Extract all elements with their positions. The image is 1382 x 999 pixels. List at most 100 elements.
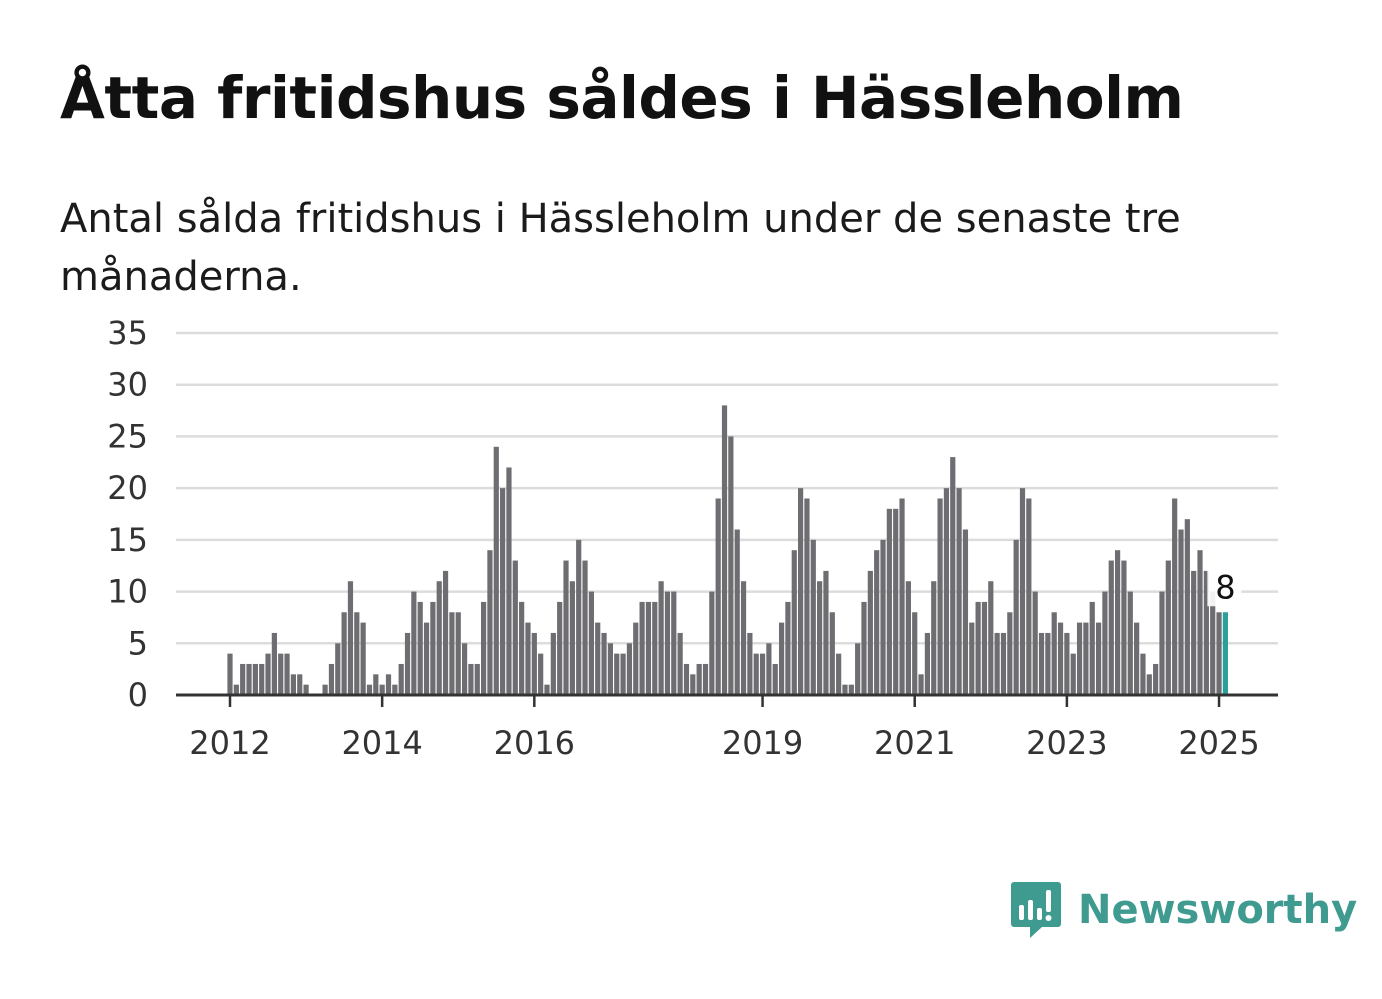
y-tick-label: 10 bbox=[107, 573, 148, 611]
bar bbox=[303, 684, 309, 695]
bar bbox=[652, 601, 658, 695]
bar bbox=[981, 601, 988, 695]
bar bbox=[880, 539, 886, 695]
bar bbox=[759, 653, 766, 695]
y-tick-label: 30 bbox=[107, 366, 148, 404]
bar bbox=[607, 643, 613, 695]
bar bbox=[817, 581, 823, 695]
highlight-bar bbox=[1222, 612, 1228, 695]
bar bbox=[1083, 622, 1089, 695]
x-tick-label: 2021 bbox=[874, 724, 955, 762]
bar bbox=[1216, 612, 1222, 695]
bar bbox=[328, 663, 335, 695]
bar bbox=[1121, 560, 1127, 695]
bar bbox=[1032, 591, 1038, 695]
bar bbox=[341, 612, 347, 695]
bar bbox=[886, 508, 892, 695]
y-tick-label: 35 bbox=[107, 314, 148, 352]
bar bbox=[956, 488, 962, 695]
bar bbox=[461, 643, 468, 695]
x-tick-label: 2023 bbox=[1026, 724, 1107, 762]
bar bbox=[658, 581, 664, 695]
bar bbox=[918, 674, 924, 695]
bar bbox=[322, 684, 328, 695]
bar bbox=[493, 446, 499, 695]
bar bbox=[740, 581, 747, 695]
bar bbox=[626, 643, 633, 695]
chart-subtitle: Antal sålda fritidshus i Hässleholm unde… bbox=[60, 196, 1181, 300]
bar bbox=[271, 632, 277, 695]
bar bbox=[233, 684, 239, 695]
bar bbox=[696, 663, 702, 695]
y-tick-label: 25 bbox=[107, 417, 148, 455]
bar bbox=[804, 498, 810, 695]
bar bbox=[1172, 498, 1178, 695]
bar bbox=[246, 663, 252, 695]
bar bbox=[810, 539, 816, 695]
x-tick-label: 2016 bbox=[494, 724, 575, 762]
bar bbox=[766, 643, 772, 695]
bar bbox=[550, 632, 556, 695]
bar bbox=[1210, 591, 1216, 695]
bar bbox=[690, 674, 696, 695]
bar bbox=[455, 612, 461, 695]
bar bbox=[1108, 560, 1114, 695]
bar bbox=[709, 591, 715, 695]
bar bbox=[290, 674, 296, 695]
bar bbox=[347, 581, 354, 695]
bar bbox=[702, 663, 709, 695]
bar bbox=[595, 622, 601, 695]
x-tick-label: 2025 bbox=[1178, 724, 1259, 762]
bar bbox=[1089, 601, 1095, 695]
y-tick-label: 0 bbox=[128, 676, 148, 714]
bar bbox=[1007, 612, 1013, 695]
bar bbox=[798, 488, 804, 695]
bar bbox=[563, 560, 569, 695]
y-tick-label: 15 bbox=[107, 521, 148, 559]
bar bbox=[1127, 591, 1133, 695]
bar bbox=[252, 663, 258, 695]
bar bbox=[937, 498, 943, 695]
bar bbox=[1000, 632, 1007, 695]
bar bbox=[899, 498, 905, 695]
bar bbox=[829, 612, 835, 695]
bar bbox=[240, 663, 246, 695]
bar bbox=[423, 622, 430, 695]
bar bbox=[994, 632, 1000, 695]
bar bbox=[500, 488, 506, 695]
bar bbox=[715, 498, 721, 695]
bar bbox=[1178, 529, 1184, 695]
bar bbox=[481, 601, 487, 695]
bar bbox=[442, 570, 449, 695]
data-label-background bbox=[1207, 568, 1242, 607]
bar bbox=[1095, 622, 1102, 695]
bar bbox=[512, 560, 518, 695]
bar bbox=[728, 436, 734, 695]
y-tick-label: 20 bbox=[107, 469, 148, 507]
bar bbox=[582, 560, 588, 695]
bar bbox=[855, 643, 861, 695]
bar bbox=[778, 622, 785, 695]
logo-text: Newsworthy bbox=[1078, 887, 1358, 933]
bar bbox=[335, 643, 341, 695]
data-labels: 8 bbox=[1207, 568, 1242, 607]
bar bbox=[1203, 570, 1209, 695]
bar bbox=[1140, 653, 1146, 695]
bar bbox=[468, 663, 474, 695]
bar bbox=[569, 581, 575, 695]
bar bbox=[601, 632, 607, 695]
x-tick-label: 2012 bbox=[189, 724, 270, 762]
newsworthy-bar-chart-icon bbox=[1011, 882, 1061, 938]
bar bbox=[531, 632, 537, 695]
bar bbox=[931, 581, 937, 695]
bar bbox=[950, 457, 956, 695]
bar bbox=[912, 612, 918, 695]
bar bbox=[842, 684, 848, 695]
bar bbox=[360, 622, 366, 695]
bar bbox=[791, 550, 797, 695]
bar bbox=[836, 653, 842, 695]
bar bbox=[436, 581, 442, 695]
bar bbox=[677, 632, 683, 695]
bar bbox=[943, 488, 950, 695]
bar bbox=[1038, 632, 1045, 695]
